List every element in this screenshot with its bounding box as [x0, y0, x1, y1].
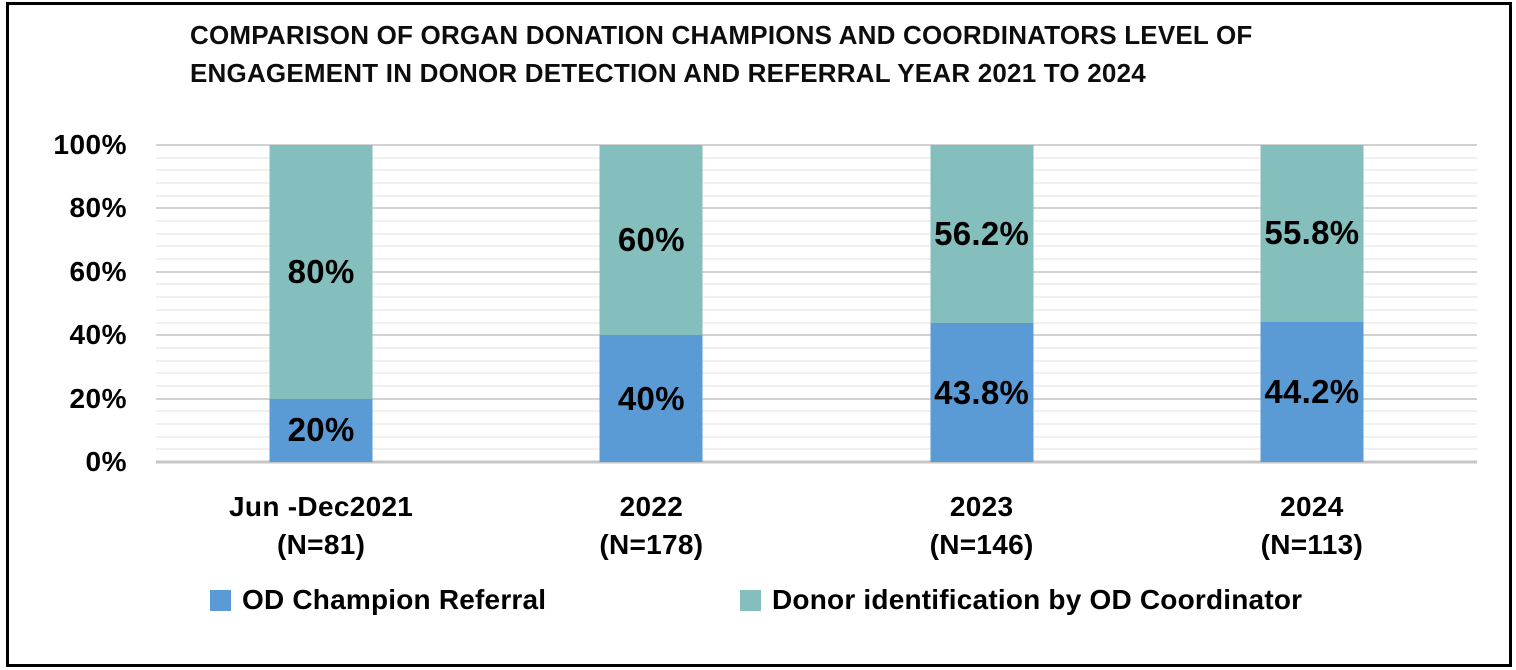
y-axis-tick-label: 80% — [69, 192, 127, 224]
gridline-major — [156, 144, 1477, 146]
bar-value-label: 20% — [287, 411, 355, 449]
bar-segment — [930, 323, 1034, 462]
bar-value-label: 56.2% — [934, 215, 1030, 253]
gridline-minor — [156, 296, 1477, 299]
y-axis-tick-label: 40% — [69, 319, 127, 351]
gridline-minor — [156, 321, 1477, 324]
y-axis-tick-label: 100% — [53, 129, 127, 160]
bar-value-label: 80% — [287, 252, 355, 290]
gridline-minor — [156, 156, 1477, 159]
gridline-minor — [156, 435, 1477, 438]
gridline-minor — [156, 258, 1477, 261]
y-axis-tick-label: 0% — [85, 446, 127, 477]
gridline-minor — [156, 194, 1477, 197]
y-axis-tick-label: 60% — [69, 255, 127, 287]
y-axis-tick-label: 20% — [69, 382, 127, 414]
category-label-line: (N=113) — [1260, 529, 1364, 560]
category-label: 2024 (N=113) — [1147, 488, 1477, 564]
legend-entry: Donor identification by OD Coordinator — [740, 584, 1302, 616]
gridline-minor — [156, 448, 1477, 451]
stacked-bar: 44.2% 55.8% — [1260, 145, 1364, 462]
bar-column: 40% 60% — [486, 145, 816, 462]
gridline-minor — [156, 422, 1477, 425]
bar-column: 43.8% 56.2% — [817, 145, 1147, 462]
bar-value-label: 55.8% — [1264, 214, 1360, 252]
bar-column: 20% 80% — [156, 145, 486, 462]
bar-column: 44.2% 55.8% — [1147, 145, 1477, 462]
gridline-minor — [156, 410, 1477, 413]
gridline-major — [156, 334, 1477, 337]
category-label-line: (N=178) — [599, 529, 704, 560]
category-label-line: Jun -Dec2021 — [229, 491, 414, 522]
gridline-minor — [156, 169, 1477, 172]
bar-segment — [269, 145, 373, 399]
gridline-minor — [156, 232, 1477, 235]
category-label: Jun -Dec2021 (N=81) — [156, 488, 486, 564]
gridline-minor — [156, 308, 1477, 311]
bar-value-label: 60% — [617, 221, 685, 259]
gridline-major — [156, 207, 1477, 210]
bar-segment — [269, 398, 373, 462]
gridline-major — [156, 397, 1477, 400]
gridline-major — [156, 270, 1477, 273]
gridline-minor — [156, 220, 1477, 223]
bar-segment — [599, 145, 703, 336]
x-axis-line — [156, 460, 1477, 464]
gridline-minor — [156, 372, 1477, 375]
stacked-bar: 40% 60% — [599, 145, 703, 462]
category-label: 2023 (N=146) — [817, 488, 1147, 564]
plot-area: 20% 80% 40% 60% 43.8% 56.2% 44.2% 55.8% — [156, 144, 1477, 464]
bar-value-label: 43.8% — [934, 373, 1030, 411]
gridline-minor — [156, 182, 1477, 185]
chart-title: COMPARISON OF ORGAN DONATION CHAMPIONS A… — [190, 16, 1252, 92]
stacked-bar: 43.8% 56.2% — [930, 145, 1034, 462]
category-label-line: (N=146) — [929, 529, 1034, 560]
legend-label: OD Champion Referral — [242, 584, 547, 615]
legend-swatch-icon — [210, 589, 231, 611]
bar-value-label: 40% — [617, 379, 685, 417]
gridline-minor — [156, 359, 1477, 362]
bar-segment — [599, 335, 703, 462]
gridline-minor — [156, 384, 1477, 387]
category-label-line: 2024 — [1280, 491, 1344, 522]
bar-segment — [1260, 321, 1364, 462]
bar-value-label: 44.2% — [1264, 372, 1360, 410]
bar-segment — [930, 145, 1034, 324]
stacked-bar: 20% 80% — [269, 145, 373, 462]
legend-entry: OD Champion Referral — [210, 584, 546, 616]
category-label-line: 2023 — [949, 491, 1014, 522]
chart-title-line2: ENGAGEMENT IN DONOR DETECTION AND REFERR… — [190, 58, 1146, 88]
legend-swatch-icon — [740, 589, 761, 611]
category-label-line: 2022 — [619, 491, 684, 522]
y-axis: 0% 20% 40% 60% 80% 100% — [0, 129, 127, 477]
gridline-minor — [156, 245, 1477, 248]
category-label-line: (N=81) — [277, 529, 366, 560]
category-label: 2022 (N=178) — [486, 488, 816, 564]
legend-label: Donor identification by OD Coordinator — [772, 584, 1303, 615]
gridline-minor — [156, 346, 1477, 349]
x-axis: Jun -Dec2021 (N=81) 2022 (N=178) 2023 (N=146)… — [156, 488, 1477, 568]
gridline-minor — [156, 283, 1477, 286]
bar-segment — [1260, 145, 1364, 322]
chart-title-line1: COMPARISON OF ORGAN DONATION CHAMPIONS A… — [190, 20, 1253, 50]
